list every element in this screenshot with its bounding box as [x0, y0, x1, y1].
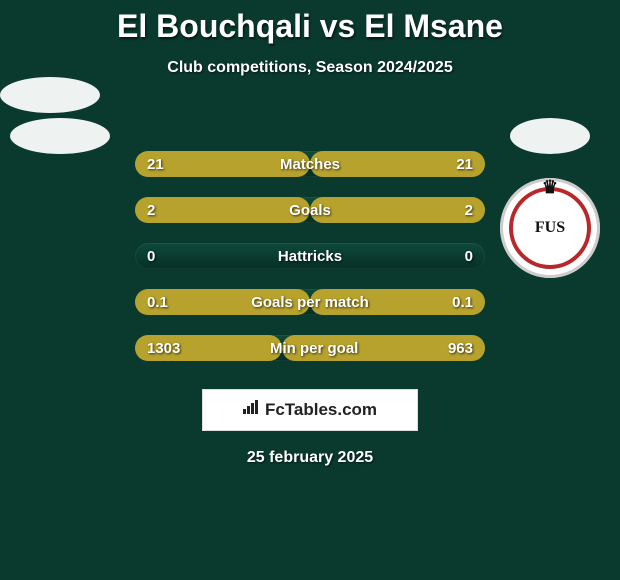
stat-value-right: 963 — [448, 340, 473, 357]
chart-icon — [243, 400, 261, 419]
player-left-club-badge — [0, 77, 100, 113]
brand-attribution[interactable]: FcTables.com — [202, 389, 418, 431]
stat-row: 0.1Goals per match0.1 — [135, 289, 485, 315]
player-left-avatar — [10, 118, 110, 154]
player-right-avatar — [510, 118, 590, 154]
stat-label: Min per goal — [180, 340, 448, 357]
crown-icon: ♛ — [542, 177, 558, 198]
stat-value-right: 21 — [456, 156, 473, 173]
stat-label: Goals — [155, 202, 464, 219]
stat-label: Goals per match — [168, 294, 452, 311]
stat-value-left: 1303 — [147, 340, 180, 357]
stat-value-left: 0 — [147, 248, 155, 265]
stat-value-left: 2 — [147, 202, 155, 219]
date-label: 25 february 2025 — [0, 449, 620, 467]
page-title: El Bouchqali vs El Msane — [0, 0, 620, 45]
stat-label: Matches — [164, 156, 457, 173]
stat-value-left: 21 — [147, 156, 164, 173]
subtitle: Club competitions, Season 2024/2025 — [0, 59, 620, 77]
stats-container: 21Matches21 2Goals2 0Hattricks0 0.1Goals pe… — [135, 151, 485, 361]
stat-row: 2Goals2 — [135, 197, 485, 223]
brand-label: FcTables.com — [265, 400, 377, 420]
stat-row: 21Matches21 — [135, 151, 485, 177]
stat-row: 0Hattricks0 — [135, 243, 485, 269]
crest-text: FUS — [535, 219, 565, 237]
stat-value-right: 0.1 — [452, 294, 473, 311]
player-right-club-crest: ♛ FUS — [500, 178, 600, 278]
stat-value-left: 0.1 — [147, 294, 168, 311]
stat-row: 1303Min per goal963 — [135, 335, 485, 361]
stat-value-right: 2 — [465, 202, 473, 219]
stat-value-right: 0 — [465, 248, 473, 265]
stat-label: Hattricks — [155, 248, 464, 265]
